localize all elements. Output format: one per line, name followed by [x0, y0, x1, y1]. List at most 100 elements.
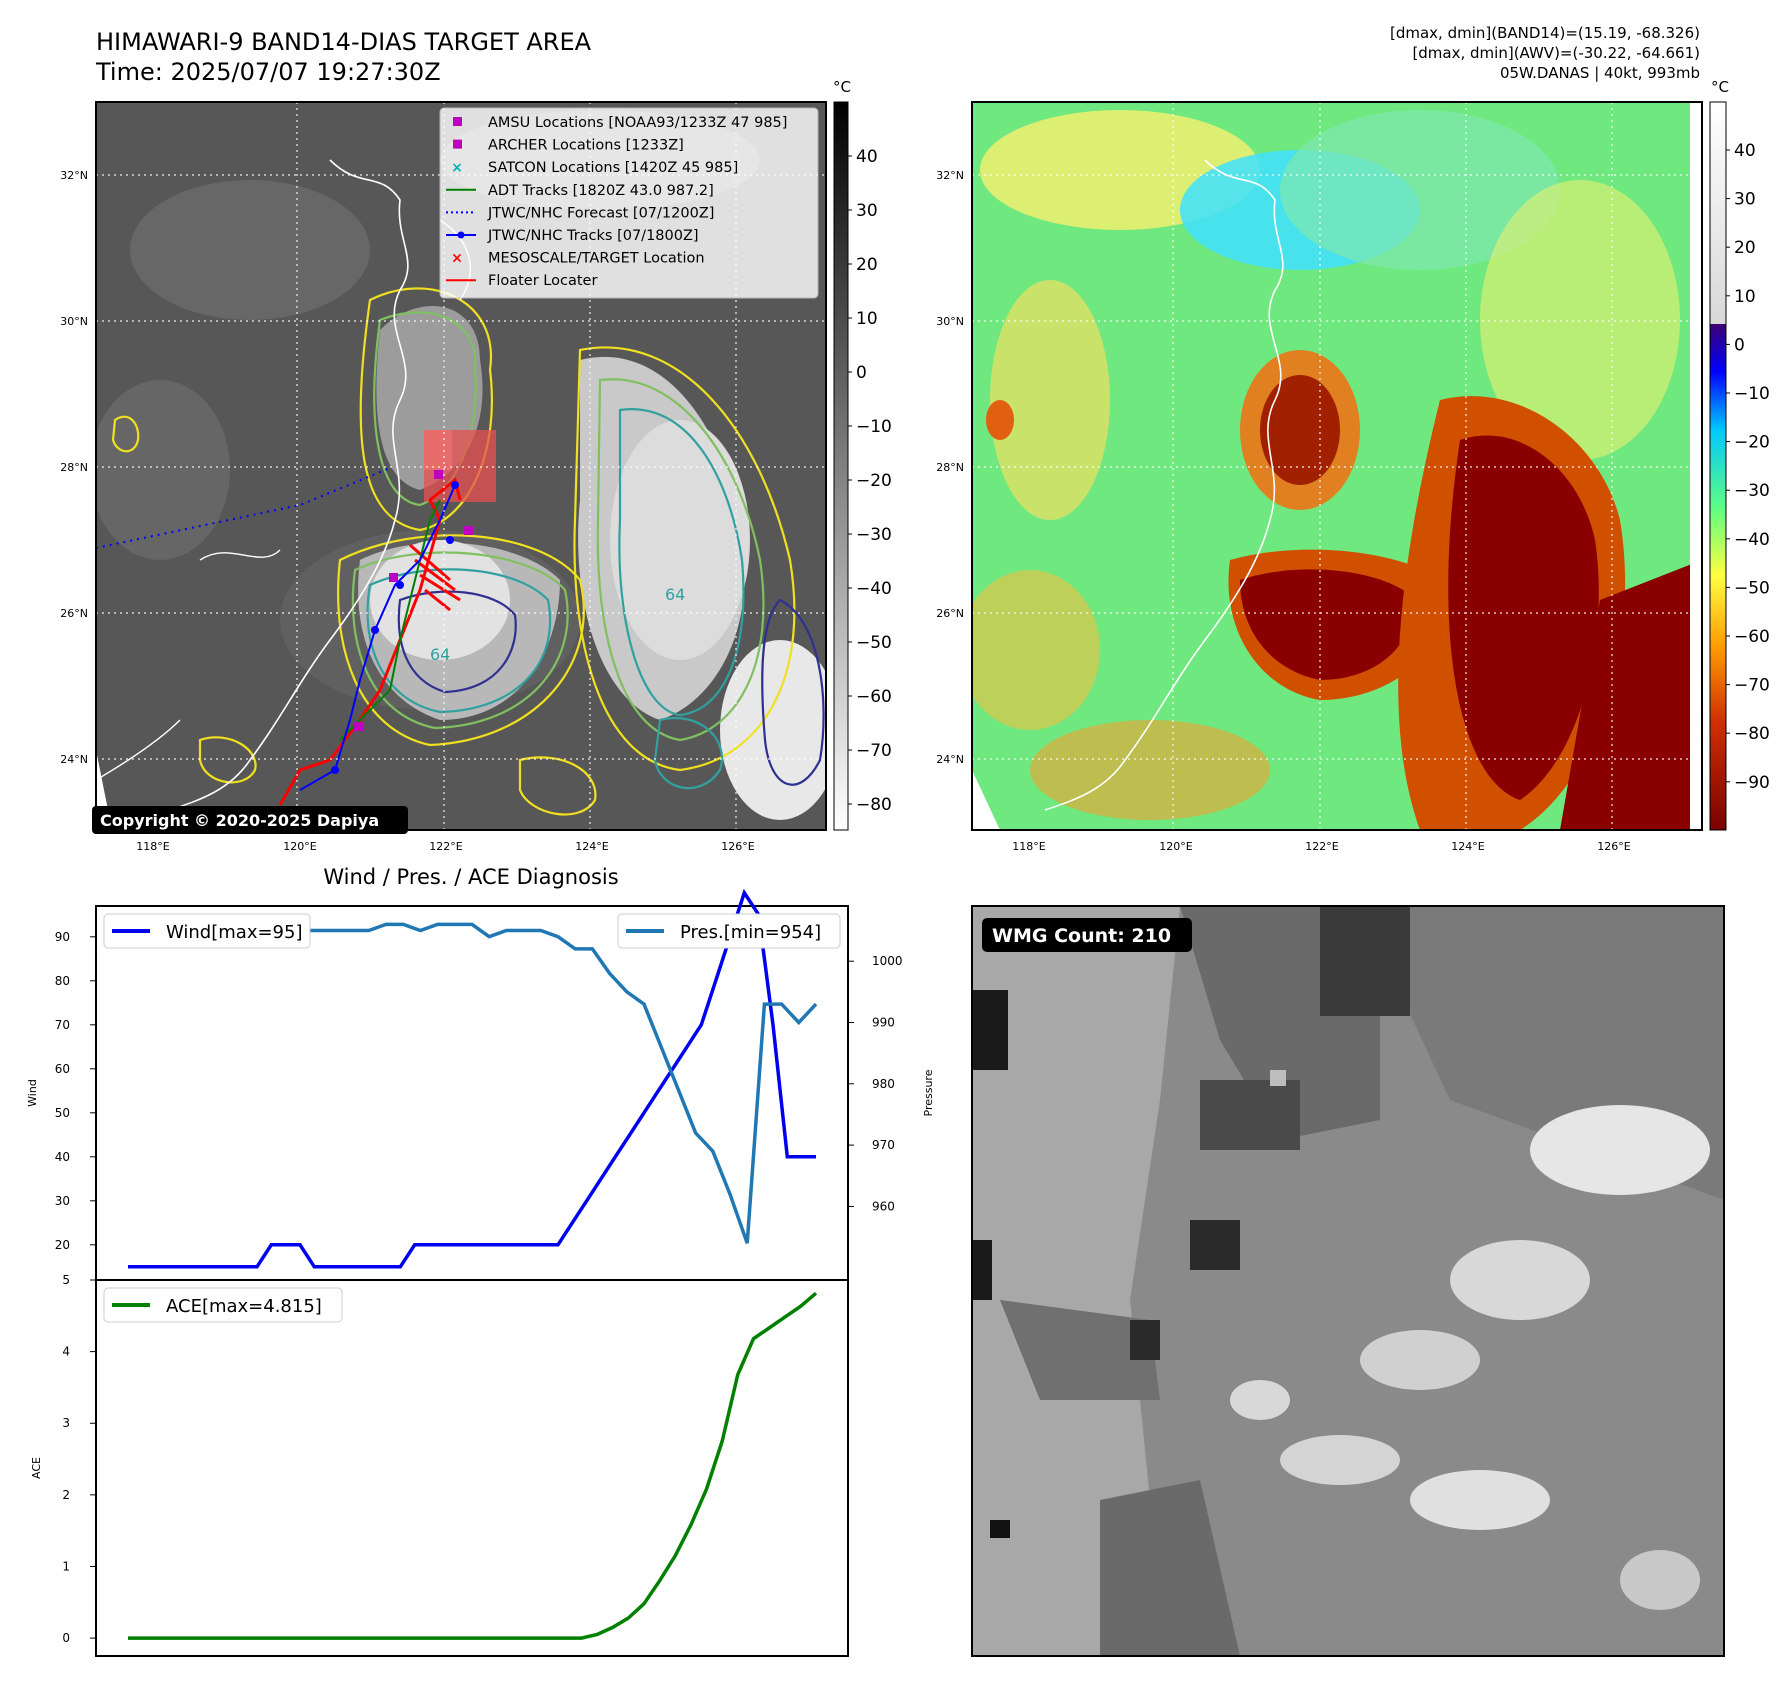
info-awv-range: [dmax, dmin](AWV)=(-30.22, -64.661)	[1412, 44, 1700, 62]
colorbar-tick-label: −60	[856, 687, 892, 707]
colorbar-tick-label: 30	[1734, 190, 1756, 210]
colorbar-tick-label: −80	[1734, 724, 1770, 744]
lon-tick-label: 120°E	[283, 840, 316, 853]
colorbar-tick-label: −20	[1734, 433, 1770, 453]
ace-line	[128, 1291, 818, 1640]
band14-legend: AMSU Locations [NOAA93/1233Z 47 985] ARCH…	[439, 107, 819, 299]
legend-item: Floater Locater	[446, 273, 597, 289]
lat-tick-label: 26°N	[936, 607, 964, 620]
colorbar-tick-label: 10	[1734, 287, 1756, 307]
colorbar-tick-label: −80	[856, 795, 892, 815]
wind-line	[128, 888, 816, 1269]
ace-tick-label: 5	[62, 1273, 70, 1287]
contour-label-64-a: 64	[430, 645, 450, 664]
info-band14-range: [dmax, dmin](BAND14)=(15.19, -68.326)	[1390, 24, 1700, 42]
coastline-1	[169, 159, 409, 811]
wind-tick-label: 90	[55, 930, 70, 944]
legend-label: ADT Tracks [1820Z 43.0 987.2]	[488, 183, 714, 199]
colorbar-tick-label: −90	[1734, 773, 1770, 793]
colorbar-tick-label: −40	[1734, 530, 1770, 550]
wind-tick-label: 30	[55, 1194, 70, 1208]
lat-tick-label: 30°N	[936, 315, 964, 328]
lat-tick-label: 26°N	[60, 607, 88, 620]
wind-axis-label: Wind	[26, 1079, 39, 1107]
colorbar-tick-label: 40	[1734, 141, 1756, 161]
ace-tick-label: 2	[62, 1488, 70, 1502]
wind-tick-label: 60	[55, 1062, 70, 1076]
pressure-tick-label: 980	[872, 1077, 895, 1091]
colorbar-tick-label: −10	[1734, 384, 1770, 404]
lon-tick-label: 126°E	[721, 840, 754, 853]
legend-label: JTWC/NHC Tracks [07/1800Z]	[487, 228, 699, 244]
colorbar-tick-label: 20	[856, 255, 878, 275]
lon-tick-label: 124°E	[1451, 840, 1484, 853]
figure-title: HIMAWARI-9 BAND14-DIAS TARGET AREA	[96, 28, 592, 56]
colorbar-tick-label: −70	[1734, 676, 1770, 696]
lat-tick-label: 32°N	[936, 169, 964, 182]
colorbar-tick-label: 30	[856, 201, 878, 221]
floater-track	[278, 477, 462, 806]
colorbar-tick-label: −30	[1734, 481, 1770, 501]
lat-tick-label: 28°N	[60, 461, 88, 474]
ace-tick-label: 3	[62, 1416, 70, 1430]
lon-tick-label: 120°E	[1159, 840, 1192, 853]
awv-colorbar	[1709, 101, 1727, 831]
copyright: Copyright © 2020-2025 Dapiya	[100, 811, 379, 830]
legend-label: Floater Locater	[488, 273, 597, 289]
wind-tick-label: 40	[55, 1150, 70, 1164]
colorbar-tick-label: −30	[856, 525, 892, 545]
colorbar-tick-label: 0	[856, 363, 867, 383]
wind-tick-label: 50	[55, 1106, 70, 1120]
wind-legend: Wind[max=95]	[166, 922, 303, 943]
pressure-tick-label: 960	[872, 1199, 895, 1213]
legend-item: JTWC/NHC Tracks [07/1800Z]	[446, 228, 699, 244]
legend-item: JTWC/NHC Forecast [07/1200Z]	[446, 205, 714, 221]
colorbar-tick-label: −50	[1734, 578, 1770, 598]
contour-label-64-b: 64	[665, 585, 685, 604]
ace-tick-label: 4	[62, 1345, 70, 1359]
legend-item: × MESOSCALE/TARGET Location	[451, 251, 704, 267]
colorbar-tick-label: −10	[856, 417, 892, 437]
adt-track	[339, 499, 441, 741]
lon-tick-label: 118°E	[1012, 840, 1045, 853]
colorbar-tick-label: −70	[856, 741, 892, 761]
svg-text:×: ×	[451, 251, 463, 267]
info-storm: 05W.DANAS | 40kt, 993mb	[1500, 64, 1700, 82]
legend-item: ARCHER Locations [1233Z]	[453, 138, 684, 154]
ace-tick-label: 0	[62, 1631, 70, 1645]
awv-colorbar-unit: °C	[1711, 78, 1729, 96]
wind-tick-label: 20	[55, 1238, 70, 1252]
ace-legend: ACE[max=4.815]	[166, 1296, 322, 1317]
figure-time: Time: 2025/07/07 19:27:30Z	[95, 58, 441, 86]
lon-tick-label: 122°E	[429, 840, 462, 853]
colorbar-tick-label: 40	[856, 147, 878, 167]
coastline-2	[1044, 159, 1284, 811]
legend-item: ADT Tracks [1820Z 43.0 987.2]	[446, 183, 714, 199]
lon-tick-label: 118°E	[136, 840, 169, 853]
band14-colorbar-unit: °C	[833, 78, 851, 96]
pressure-legend: Pres.[min=954]	[680, 922, 821, 943]
svg-text:×: ×	[451, 160, 463, 176]
pressure-axis-label: Pressure	[922, 1069, 935, 1116]
legend-item: AMSU Locations [NOAA93/1233Z 47 985]	[453, 115, 787, 131]
lat-tick-label: 30°N	[60, 315, 88, 328]
diag-title: Wind / Pres. / ACE Diagnosis	[323, 865, 618, 889]
lat-tick-label: 24°N	[936, 753, 964, 766]
wind-pressure-chart: Wind Pressure 90 80 70 60 50 40 30 20 1000 990 980…	[26, 888, 935, 1281]
colorbar-tick-label: 0	[1734, 335, 1745, 355]
colorbar-tick-label: −60	[1734, 627, 1770, 647]
pressure-tick-label: 990	[872, 1015, 895, 1029]
colorbar-tick-label: −20	[856, 471, 892, 491]
wind-tick-label: 70	[55, 1018, 70, 1032]
band14-colorbar	[833, 101, 849, 831]
colorbar-tick-label: 10	[856, 309, 878, 329]
legend-label: JTWC/NHC Forecast [07/1200Z]	[487, 205, 714, 221]
legend-label: SATCON Locations [1420Z 45 985]	[488, 160, 738, 176]
pressure-tick-label: 970	[872, 1138, 895, 1152]
lat-tick-label: 32°N	[60, 169, 88, 182]
lat-tick-label: 24°N	[60, 753, 88, 766]
lon-tick-label: 126°E	[1597, 840, 1630, 853]
wmg-heatmap: WMG Count: 210	[971, 905, 1725, 1657]
ace-axis-label: ACE	[30, 1457, 43, 1479]
legend-label: MESOSCALE/TARGET Location	[488, 251, 705, 267]
